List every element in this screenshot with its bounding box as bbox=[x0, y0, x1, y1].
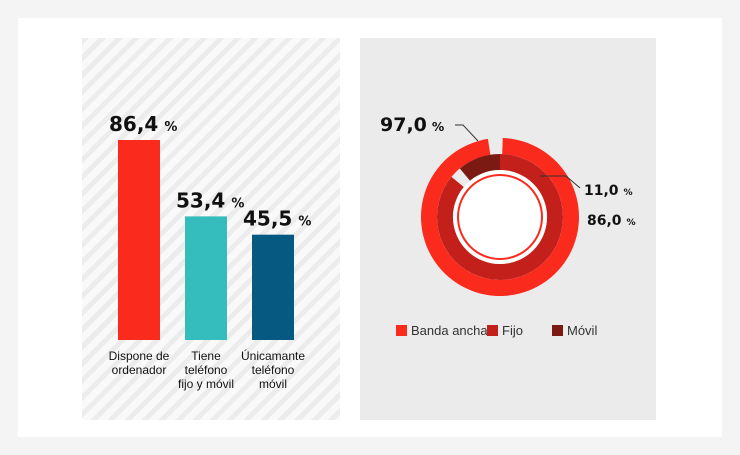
bar-value-label-2: 53,4% bbox=[176, 188, 244, 212]
donut-value-label-fijo: 86,0% bbox=[587, 213, 636, 229]
donut-value-label-banda-ancha: 97,0% bbox=[380, 114, 444, 136]
legend-label-1: Banda ancha bbox=[411, 323, 488, 338]
legend-swatch-1 bbox=[396, 325, 407, 336]
bar-category-label-1: ordenador bbox=[112, 363, 167, 377]
bar-category-label-2: Tiene bbox=[191, 349, 221, 363]
bar-1 bbox=[118, 140, 160, 340]
bar-value-label-3: 45,5% bbox=[243, 207, 311, 231]
leader-line-banda-ancha bbox=[455, 124, 479, 142]
donut-center bbox=[459, 176, 541, 258]
bar-3 bbox=[252, 234, 294, 340]
leader-line-movil bbox=[540, 175, 581, 189]
bar-category-label-3: móvil bbox=[259, 377, 287, 391]
bar-category-label-3: Únicamante bbox=[241, 348, 305, 363]
donut-segment-movil bbox=[459, 154, 500, 181]
legend-swatch-3 bbox=[552, 325, 563, 336]
legend-label-2: Fijo bbox=[502, 323, 523, 338]
bar-category-label-2: teléfono bbox=[185, 363, 228, 377]
legend-label-3: Móvil bbox=[567, 323, 597, 338]
bar-category-label-2: fijo y móvil bbox=[178, 377, 234, 391]
bar-value-label-1: 86,4% bbox=[109, 112, 177, 136]
bar-category-label-1: Dispone de bbox=[109, 349, 170, 363]
bar-2 bbox=[185, 216, 227, 340]
bar-category-label-3: teléfono bbox=[252, 363, 295, 377]
donut-value-label-movil: 11,0% bbox=[584, 183, 633, 199]
legend-swatch-2 bbox=[487, 325, 498, 336]
